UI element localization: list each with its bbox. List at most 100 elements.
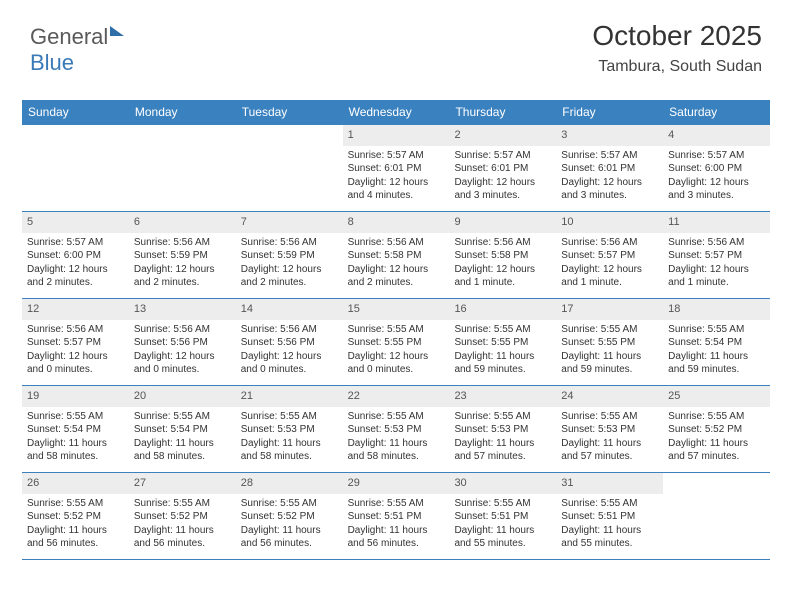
sunset-text: Sunset: 5:57 PM xyxy=(561,249,658,263)
sunset-text: Sunset: 5:55 PM xyxy=(561,336,658,350)
day-body: Sunrise: 5:56 AMSunset: 5:56 PMDaylight:… xyxy=(236,320,343,382)
day-number: 17 xyxy=(556,299,663,320)
sunrise-text: Sunrise: 5:57 AM xyxy=(348,149,445,163)
daylight-text: Daylight: 11 hours and 59 minutes. xyxy=(454,350,551,377)
day-cell: 6Sunrise: 5:56 AMSunset: 5:59 PMDaylight… xyxy=(129,212,236,298)
daylight-text: Daylight: 11 hours and 58 minutes. xyxy=(134,437,231,464)
sunrise-text: Sunrise: 5:56 AM xyxy=(668,236,765,250)
day-number: 30 xyxy=(449,473,556,494)
sunrise-text: Sunrise: 5:56 AM xyxy=(241,236,338,250)
dow-cell: Friday xyxy=(556,100,663,124)
day-number: 16 xyxy=(449,299,556,320)
day-cell: 13Sunrise: 5:56 AMSunset: 5:56 PMDayligh… xyxy=(129,299,236,385)
sunrise-text: Sunrise: 5:57 AM xyxy=(27,236,124,250)
day-number: 19 xyxy=(22,386,129,407)
day-cell: 21Sunrise: 5:55 AMSunset: 5:53 PMDayligh… xyxy=(236,386,343,472)
sunset-text: Sunset: 5:52 PM xyxy=(668,423,765,437)
day-number: 18 xyxy=(663,299,770,320)
daylight-text: Daylight: 12 hours and 1 minute. xyxy=(561,263,658,290)
day-body: Sunrise: 5:57 AMSunset: 6:00 PMDaylight:… xyxy=(22,233,129,295)
day-cell: 17 Sunrise: 5:55 AMSunset: 5:55 PMDayligh… xyxy=(556,299,663,385)
sunrise-text: Sunrise: 5:56 AM xyxy=(561,236,658,250)
day-body: Sunrise: 5:55 AMSunset: 5:51 PMDaylight:… xyxy=(449,494,556,556)
daylight-text: Daylight: 12 hours and 3 minutes. xyxy=(668,176,765,203)
location-label: Tambura, South Sudan xyxy=(592,58,762,76)
week-row: 19Sunrise: 5:55 AMSunset: 5:54 PMDayligh… xyxy=(22,385,770,472)
sunset-text: Sunset: 5:54 PM xyxy=(27,423,124,437)
sunrise-text: Sunrise: 5:56 AM xyxy=(134,236,231,250)
sunrise-text: Sunrise: 5:55 AM xyxy=(561,323,658,337)
logo-text-1: General xyxy=(30,24,108,49)
sunrise-text: Sunrise: 5:55 AM xyxy=(134,410,231,424)
daylight-text: Daylight: 11 hours and 56 minutes. xyxy=(27,524,124,551)
day-cell: 16Sunrise: 5:55 AMSunset: 5:55 PMDayligh… xyxy=(449,299,556,385)
day-number: 5 xyxy=(22,212,129,233)
day-body: Sunrise: 5:55 AMSunset: 5:53 PMDaylight:… xyxy=(236,407,343,469)
dow-cell: Wednesday xyxy=(343,100,450,124)
day-number: 7 xyxy=(236,212,343,233)
day-cell: 1Sunrise: 5:57 AMSunset: 6:01 PMDaylight… xyxy=(343,125,450,211)
day-cell: 30Sunrise: 5:55 AMSunset: 5:51 PMDayligh… xyxy=(449,473,556,559)
sunset-text: Sunset: 5:54 PM xyxy=(668,336,765,350)
logo-text-2: Blue xyxy=(30,50,74,75)
sunset-text: Sunset: 5:51 PM xyxy=(348,510,445,524)
sunset-text: Sunset: 6:01 PM xyxy=(454,162,551,176)
week-row: 12Sunrise: 5:56 AMSunset: 5:57 PMDayligh… xyxy=(22,298,770,385)
day-cell: 20Sunrise: 5:55 AMSunset: 5:54 PMDayligh… xyxy=(129,386,236,472)
sunset-text: Sunset: 5:54 PM xyxy=(134,423,231,437)
day-body: Sunrise: 5:55 AMSunset: 5:52 PMDaylight:… xyxy=(22,494,129,556)
day-body: Sunrise: 5:55 AMSunset: 5:51 PMDaylight:… xyxy=(556,494,663,556)
day-number: 26 xyxy=(22,473,129,494)
week-row: 5Sunrise: 5:57 AMSunset: 6:00 PMDaylight… xyxy=(22,211,770,298)
sunrise-text: Sunrise: 5:56 AM xyxy=(27,323,124,337)
sunset-text: Sunset: 5:58 PM xyxy=(454,249,551,263)
day-number: 12 xyxy=(22,299,129,320)
sunset-text: Sunset: 5:53 PM xyxy=(348,423,445,437)
day-body: Sunrise: 5:56 AMSunset: 5:59 PMDaylight:… xyxy=(236,233,343,295)
day-body: Sunrise: 5:56 AMSunset: 5:56 PMDaylight:… xyxy=(129,320,236,382)
sunset-text: Sunset: 5:56 PM xyxy=(134,336,231,350)
day-number: 31 xyxy=(556,473,663,494)
sunset-text: Sunset: 5:59 PM xyxy=(241,249,338,263)
day-number: 25 xyxy=(663,386,770,407)
day-body: Sunrise: 5:56 AMSunset: 5:58 PMDaylight:… xyxy=(449,233,556,295)
day-number: 29 xyxy=(343,473,450,494)
day-cell: 14Sunrise: 5:56 AMSunset: 5:56 PMDayligh… xyxy=(236,299,343,385)
dow-cell: Saturday xyxy=(663,100,770,124)
day-body: Sunrise: 5:55 AMSunset: 5:52 PMDaylight:… xyxy=(236,494,343,556)
day-body: Sunrise: 5:55 AMSunset: 5:55 PMDaylight:… xyxy=(449,320,556,382)
day-cell: 19 Sunrise: 5:55 AMSunset: 5:54 PMDayligh… xyxy=(22,386,129,472)
day-cell: 29Sunrise: 5:55 AMSunset: 5:51 PMDayligh… xyxy=(343,473,450,559)
dow-cell: Tuesday xyxy=(236,100,343,124)
sunrise-text: Sunrise: 5:56 AM xyxy=(241,323,338,337)
sunset-text: Sunset: 5:52 PM xyxy=(27,510,124,524)
sunset-text: Sunset: 5:55 PM xyxy=(348,336,445,350)
day-body: Sunrise: 5:56 AMSunset: 5:59 PMDaylight:… xyxy=(129,233,236,295)
header-right: October 2025 Tambura, South Sudan xyxy=(592,20,762,76)
sunset-text: Sunset: 5:51 PM xyxy=(454,510,551,524)
daylight-text: Daylight: 11 hours and 59 minutes. xyxy=(561,350,658,377)
day-cell: 11Sunrise: 5:56 AMSunset: 5:57 PMDayligh… xyxy=(663,212,770,298)
sunset-text: Sunset: 5:53 PM xyxy=(454,423,551,437)
daylight-text: Daylight: 11 hours and 58 minutes. xyxy=(27,437,124,464)
sunset-text: Sunset: 5:59 PM xyxy=(134,249,231,263)
daylight-text: Daylight: 12 hours and 3 minutes. xyxy=(454,176,551,203)
sunset-text: Sunset: 5:57 PM xyxy=(668,249,765,263)
day-cell: 25Sunrise: 5:55 AMSunset: 5:52 PMDayligh… xyxy=(663,386,770,472)
day-number: 13 xyxy=(129,299,236,320)
day-number: 27 xyxy=(129,473,236,494)
daylight-text: Daylight: 11 hours and 57 minutes. xyxy=(454,437,551,464)
day-number: 11 xyxy=(663,212,770,233)
day-cell: 24Sunrise: 5:55 AMSunset: 5:53 PMDayligh… xyxy=(556,386,663,472)
sunrise-text: Sunrise: 5:55 AM xyxy=(27,410,124,424)
day-cell: 26Sunrise: 5:55 AMSunset: 5:52 PMDayligh… xyxy=(22,473,129,559)
day-number: 23 xyxy=(449,386,556,407)
sunset-text: Sunset: 5:52 PM xyxy=(134,510,231,524)
daylight-text: Daylight: 11 hours and 55 minutes. xyxy=(454,524,551,551)
sunset-text: Sunset: 6:01 PM xyxy=(348,162,445,176)
daylight-text: Daylight: 11 hours and 58 minutes. xyxy=(241,437,338,464)
sunset-text: Sunset: 5:56 PM xyxy=(241,336,338,350)
day-number: 15 xyxy=(343,299,450,320)
dow-cell: Sunday xyxy=(22,100,129,124)
day-body: Sunrise: 5:57 AMSunset: 6:01 PMDaylight:… xyxy=(556,146,663,208)
